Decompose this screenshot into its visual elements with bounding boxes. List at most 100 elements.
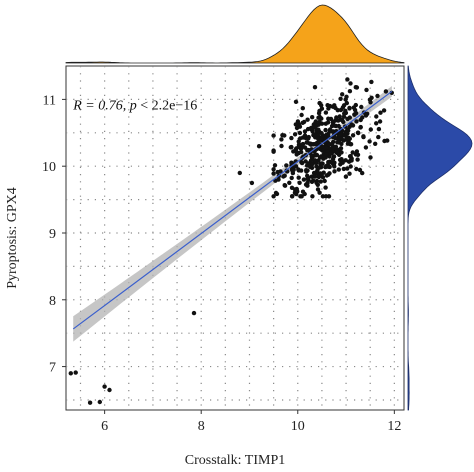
data-point [327, 164, 332, 170]
data-point [367, 139, 372, 144]
data-point [377, 119, 383, 124]
data-point [367, 97, 373, 102]
data-point [330, 142, 335, 148]
data-point [318, 179, 323, 184]
data-point [348, 142, 353, 147]
x-density-curve [65, 4, 405, 64]
data-point [276, 177, 281, 182]
data-point [325, 103, 330, 108]
data-point [320, 144, 325, 149]
data-point [305, 180, 310, 185]
data-point [319, 137, 324, 142]
data-point [326, 194, 332, 199]
data-point [299, 159, 304, 165]
data-point [97, 399, 103, 405]
data-point [305, 117, 310, 122]
correlation-annotation: R = 0.76, p < 2.2e−16 [72, 98, 197, 113]
data-point [320, 161, 325, 166]
data-point [332, 169, 337, 174]
data-point [347, 136, 352, 141]
data-point [324, 173, 330, 178]
data-point [348, 81, 353, 86]
data-point [304, 168, 309, 173]
data-point [302, 129, 308, 134]
data-point [273, 190, 279, 196]
data-point [319, 131, 324, 136]
data-point [288, 145, 293, 150]
data-point [317, 155, 323, 160]
data-point [191, 310, 197, 316]
data-point [344, 94, 349, 100]
confidence-band [73, 86, 392, 342]
data-point [312, 158, 318, 163]
data-point [364, 87, 369, 93]
data-point [341, 103, 347, 108]
data-point [275, 169, 280, 175]
data-point [281, 174, 286, 179]
data-point [333, 105, 338, 111]
data-point [249, 180, 255, 186]
x-axis-ticks: 6 8 10 12 [101, 410, 401, 434]
data-point [310, 194, 315, 199]
data-point [341, 166, 346, 172]
data-point [289, 135, 294, 141]
data-point [271, 149, 276, 154]
data-point [374, 114, 379, 119]
data-point [319, 116, 324, 121]
data-point [284, 163, 289, 168]
data-point [345, 166, 350, 171]
data-point [296, 168, 301, 173]
data-point [334, 149, 339, 154]
data-point [323, 145, 329, 150]
data-point [340, 159, 345, 164]
data-point [296, 144, 301, 150]
data-point [359, 104, 364, 110]
data-point [330, 156, 336, 162]
data-point [360, 170, 365, 176]
data-point [343, 174, 349, 179]
data-point [338, 96, 343, 102]
data-point [323, 127, 328, 133]
data-point [306, 136, 311, 141]
y-tick-label: 7 [49, 361, 56, 376]
data-point [329, 123, 335, 129]
data-point [102, 384, 107, 389]
data-point [345, 116, 350, 122]
data-point [339, 141, 344, 147]
data-point [328, 151, 333, 156]
data-point [271, 167, 276, 172]
data-point [317, 190, 322, 195]
x-axis-title: Crosstalk: TIMP1 [185, 453, 285, 468]
data-point [309, 165, 315, 170]
data-point [73, 370, 78, 375]
y-axis-ticks: 7 8 9 10 11 [42, 93, 66, 376]
data-point [355, 157, 360, 162]
data-point [312, 85, 318, 90]
data-point [303, 159, 308, 164]
data-point [300, 189, 306, 194]
data-point [341, 119, 346, 125]
data-point [297, 124, 303, 129]
x-tick-label: 10 [291, 419, 305, 434]
data-point [299, 112, 304, 118]
data-point [326, 116, 331, 121]
data-point [368, 127, 373, 132]
data-point [237, 170, 242, 176]
data-point [376, 126, 382, 132]
data-point [338, 146, 344, 151]
data-point [282, 133, 287, 138]
data-point [355, 130, 361, 135]
data-point [271, 194, 276, 199]
data-point [301, 119, 307, 125]
data-point [348, 164, 353, 169]
data-point [342, 133, 347, 138]
data-point [289, 175, 294, 181]
data-point [354, 119, 359, 124]
data-point [314, 152, 320, 158]
x-tick-label: 12 [387, 419, 401, 434]
data-point [289, 185, 295, 190]
data-point [302, 133, 308, 138]
data-point [327, 127, 333, 132]
data-point [271, 133, 276, 138]
